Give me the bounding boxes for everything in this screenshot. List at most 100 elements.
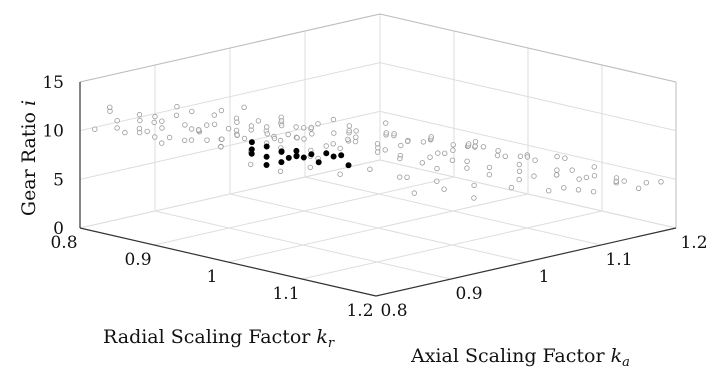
population-point [346, 127, 352, 134]
population-point [159, 125, 165, 131]
population-point [635, 185, 642, 191]
population-point [241, 104, 247, 110]
population-point [532, 157, 538, 163]
selected-point [263, 153, 270, 160]
population-point [404, 174, 410, 180]
selected-point [345, 162, 352, 169]
population-point [353, 128, 359, 134]
population-point [391, 130, 397, 137]
x-axis-label-text: Radial Scaling Factor [103, 326, 311, 348]
population-point [345, 136, 351, 143]
population-point [247, 161, 254, 168]
population-point [397, 155, 403, 162]
population-point [330, 116, 337, 123]
population-point [279, 122, 285, 129]
tick-labels: 0 5 10 15 0.8 0.9 1 1.1 1.2 0.8 0.9 1 1.1 1.2 [42, 73, 707, 321]
population-point [516, 161, 522, 168]
population-point [591, 172, 598, 179]
population-point [337, 145, 343, 152]
z-tick-label: 0 [53, 219, 64, 239]
population-point [219, 136, 225, 142]
population-point [92, 126, 98, 132]
population-point [144, 128, 150, 135]
y-tick-label: 1 [539, 267, 550, 287]
selected-point [278, 159, 285, 166]
y-axis-label-text: Axial Scaling Factor [410, 345, 605, 367]
population-point [450, 142, 456, 148]
population-point [576, 176, 582, 182]
population-point [435, 150, 441, 156]
population-point [486, 164, 493, 171]
population-point [575, 187, 582, 193]
population-point [374, 149, 381, 155]
population-point [337, 171, 343, 177]
population-point [517, 153, 524, 159]
population-point [516, 176, 522, 183]
population-point [234, 119, 240, 125]
axes-grid [79, 13, 677, 297]
population-point [434, 178, 440, 184]
population-point [278, 117, 285, 124]
population-point [309, 131, 315, 137]
selected-point [293, 152, 300, 159]
population-point [486, 171, 493, 178]
z-tick-label: 5 [53, 170, 64, 190]
population-point [554, 153, 560, 160]
population-point [434, 165, 440, 172]
selected-point [300, 154, 307, 161]
population-point [531, 173, 537, 179]
selected-point [263, 161, 270, 168]
wall-gridline [379, 110, 677, 180]
population-point [264, 124, 270, 130]
population-point [569, 167, 575, 173]
population-point [255, 118, 262, 124]
population-point [211, 112, 217, 118]
box-edge [379, 13, 677, 83]
population-point [308, 124, 314, 131]
selected-point [308, 151, 315, 158]
y-tick-label: 0.8 [380, 301, 407, 321]
population-point [398, 142, 404, 149]
floor-gridline [229, 193, 527, 263]
y-axis-line [375, 227, 677, 297]
population-point [158, 140, 165, 146]
population-point [404, 138, 411, 145]
population-point [173, 112, 180, 118]
population-point [383, 130, 389, 136]
population-point [420, 139, 427, 145]
population-point [241, 135, 248, 142]
population-point [450, 147, 456, 153]
population-point [218, 144, 224, 150]
population-point [301, 136, 307, 142]
population-point [383, 120, 389, 126]
population-point [323, 143, 329, 149]
population-point [114, 117, 120, 124]
population-point [330, 141, 336, 147]
population-point [294, 135, 300, 141]
population-point [643, 179, 649, 186]
population-point [367, 166, 373, 172]
population-point [159, 118, 165, 124]
x-tick-label: 1 [207, 267, 218, 287]
population-point [234, 132, 240, 138]
wall-gridline [79, 62, 381, 132]
population-point [472, 143, 478, 149]
population-point [428, 134, 434, 140]
y-tick-label: 0.9 [455, 284, 482, 304]
z-axis-label-text: Gear Ratio [18, 112, 40, 216]
population-point [471, 195, 477, 201]
population-point [264, 131, 270, 137]
population-point [293, 124, 299, 130]
population-point [441, 186, 447, 192]
population-point [583, 174, 590, 181]
population-point [114, 125, 120, 131]
x-tick-label: 0.8 [50, 233, 77, 253]
selected-point [338, 152, 345, 159]
population-point [218, 107, 225, 114]
population-point [508, 184, 515, 191]
selected-point [315, 159, 322, 166]
population-point [464, 165, 470, 171]
population-point [495, 147, 501, 154]
population-point [152, 134, 158, 140]
population-point [554, 167, 560, 173]
